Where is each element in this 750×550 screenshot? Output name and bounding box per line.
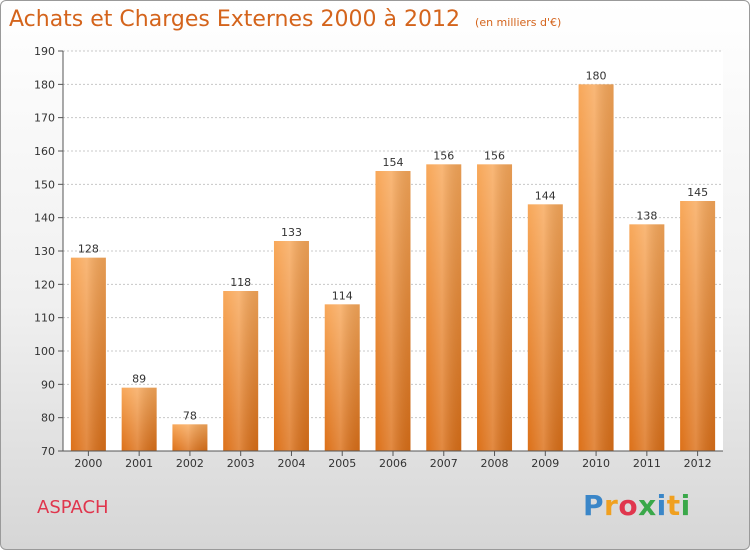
data-label: 114 — [332, 289, 353, 302]
logo-letter: i — [656, 489, 667, 522]
logo-letter: o — [618, 489, 639, 522]
data-label: 156 — [433, 149, 454, 162]
x-tick-label: 2009 — [531, 457, 559, 470]
data-label: 138 — [636, 209, 657, 222]
bar-shading — [324, 304, 360, 451]
y-tick-label: 170 — [34, 112, 55, 125]
x-tick-label: 2000 — [74, 457, 102, 470]
y-tick-label: 80 — [41, 412, 55, 425]
x-tick-label: 2011 — [633, 457, 661, 470]
x-tick-label: 2012 — [684, 457, 712, 470]
data-label: 154 — [383, 156, 404, 169]
location-name: ASPACH — [37, 497, 109, 518]
data-label: 89 — [132, 373, 146, 386]
data-label: 78 — [183, 409, 197, 422]
logo-letter: P — [583, 489, 605, 522]
bar-shading — [527, 204, 563, 451]
bar-shading — [273, 241, 309, 451]
data-label: 145 — [687, 186, 708, 199]
y-tick-label: 150 — [34, 178, 55, 191]
bar-shading — [121, 387, 157, 451]
y-tick-label: 180 — [34, 78, 55, 91]
logo-letter: i — [680, 489, 691, 522]
axes: 70 80 90 100 110 120 130 140 150 160 170 180 190 2000… — [34, 45, 723, 470]
data-label: 133 — [281, 226, 302, 239]
bar-shading — [629, 224, 665, 451]
x-tick-label: 2003 — [227, 457, 255, 470]
chart-title: Achats et Charges Externes 2000 à 2012 — [9, 7, 460, 32]
grid-lines — [63, 50, 723, 419]
data-label: 118 — [230, 276, 251, 289]
bar-shading — [680, 201, 716, 451]
logo-letter: t — [666, 489, 681, 522]
y-tick-label: 100 — [34, 345, 55, 358]
data-label: 180 — [586, 69, 607, 82]
x-tick-label: 2008 — [481, 457, 509, 470]
y-tick-label: 160 — [34, 145, 55, 158]
x-tick-label: 2002 — [176, 457, 204, 470]
bar-shading — [477, 164, 513, 452]
x-tick-label: 2001 — [125, 457, 153, 470]
y-tick-label: 140 — [34, 212, 55, 225]
data-labels: 128 89 78 118 133 114 154 156 156 144 180 138 145 — [78, 69, 708, 422]
y-tick-label: 190 — [34, 45, 55, 58]
chart-subtitle: (en milliers d'€) — [475, 16, 562, 29]
y-tick-label: 120 — [34, 278, 55, 291]
x-tick-label: 2006 — [379, 457, 407, 470]
logo-letter: x — [638, 489, 657, 522]
x-tick-label: 2005 — [328, 457, 356, 470]
proxiti-logo: Proxiti — [583, 489, 691, 522]
x-tick-label: 2010 — [582, 457, 610, 470]
bars — [70, 84, 716, 452]
data-label: 144 — [535, 189, 556, 202]
y-tick-label: 70 — [41, 445, 55, 458]
bar-shading — [70, 257, 106, 451]
logo-letter: r — [604, 489, 619, 522]
bar-shading — [578, 84, 614, 451]
bar-shading — [375, 171, 411, 451]
y-tick-label: 90 — [41, 378, 55, 391]
data-label: 128 — [78, 243, 99, 256]
bar-shading — [223, 291, 259, 451]
y-tick-label: 110 — [34, 312, 55, 325]
x-tick-label: 2007 — [430, 457, 458, 470]
chart-title-block: Achats et Charges Externes 2000 à 2012 (… — [9, 7, 561, 32]
bar-shading — [172, 424, 208, 451]
data-label: 156 — [484, 149, 505, 162]
x-tick-label: 2004 — [277, 457, 305, 470]
bar-shading — [426, 164, 462, 452]
y-tick-label: 130 — [34, 245, 55, 258]
